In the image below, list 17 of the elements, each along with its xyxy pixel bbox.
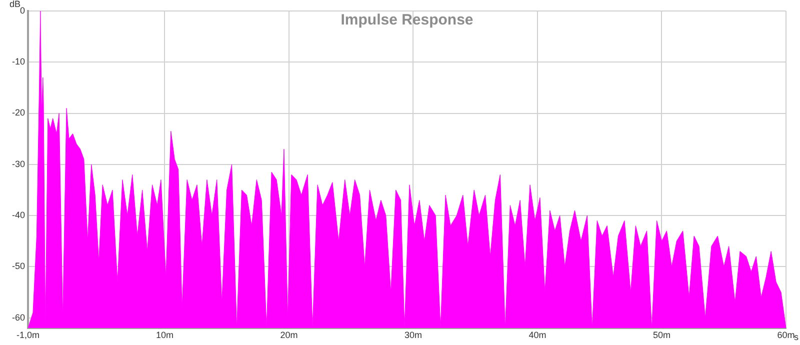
y-axis-title: dB: [9, 0, 21, 9]
x-tick-label: -1,0m: [16, 330, 40, 340]
chart-title: Impulse Response: [340, 12, 474, 29]
x-tick-label: 50m: [652, 330, 670, 340]
x-tick-label: 20m: [280, 330, 298, 340]
x-axis-title: s: [794, 332, 799, 342]
y-tick-label: -30: [12, 158, 25, 169]
y-tick-label: -60: [12, 312, 25, 322]
x-tick-label: 40m: [528, 330, 546, 340]
y-tick-label: 0: [20, 5, 25, 16]
y-tick-label: -20: [12, 108, 25, 118]
y-tick-label: -40: [12, 210, 25, 220]
y-tick-label: -10: [12, 56, 25, 67]
x-tick-label: 60m: [777, 330, 795, 340]
x-tick-label: 10m: [156, 330, 174, 340]
x-tick-label: 30m: [404, 330, 422, 340]
y-tick-label: -50: [12, 261, 25, 272]
